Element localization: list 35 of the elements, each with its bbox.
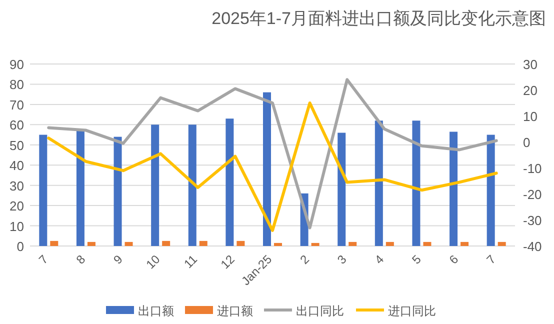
y2-tick-label: 30 [523,57,538,72]
x-tick-label: 3 [334,252,350,267]
title: 2025年1-7月面料进出口额及同比变化示意图 [212,9,546,28]
x-tick-label: 6 [446,252,462,267]
x-tick-label: 9 [110,252,126,267]
y-tick-label: 30 [10,178,24,194]
x-tick-label: 11 [181,252,200,271]
x-tick-label: 4 [372,252,387,267]
y-tick-label: 20 [10,198,24,214]
legend-label: 出口同比 [296,304,344,318]
x-tick-label: 7 [36,252,51,267]
y-tick-label: 90 [10,57,24,72]
x-tick-label: 12 [218,252,238,272]
x-tick-label: 5 [409,252,424,267]
y-tick-label: 80 [10,77,24,92]
y2-tick-label: 20 [523,83,538,98]
legend-label: 进口额 [217,304,253,318]
legend-label: 进口同比 [388,304,436,318]
y2-tick-label: 0 [523,135,530,150]
y-tick-label: 70 [10,97,24,112]
x-tick-label: 10 [143,252,163,272]
y2-tick-label: -10 [523,161,542,176]
y-tick-label: 10 [10,218,24,234]
y-tick-label: 60 [10,118,24,133]
x-tick-label: 7 [484,252,499,267]
x-tick-label: 2 [297,252,312,267]
y2-tick-label: -30 [523,213,542,228]
y2-tick-label: -20 [523,187,542,202]
y2-tick-label: 10 [523,109,538,124]
y-tick-label: 40 [10,158,24,174]
y-tick-label: 50 [10,138,24,153]
legend-label: 出口额 [138,304,174,318]
y2-tick-label: -40 [523,239,542,254]
y-tick-label: 0 [16,239,24,254]
x-tick-label: 8 [73,252,88,267]
